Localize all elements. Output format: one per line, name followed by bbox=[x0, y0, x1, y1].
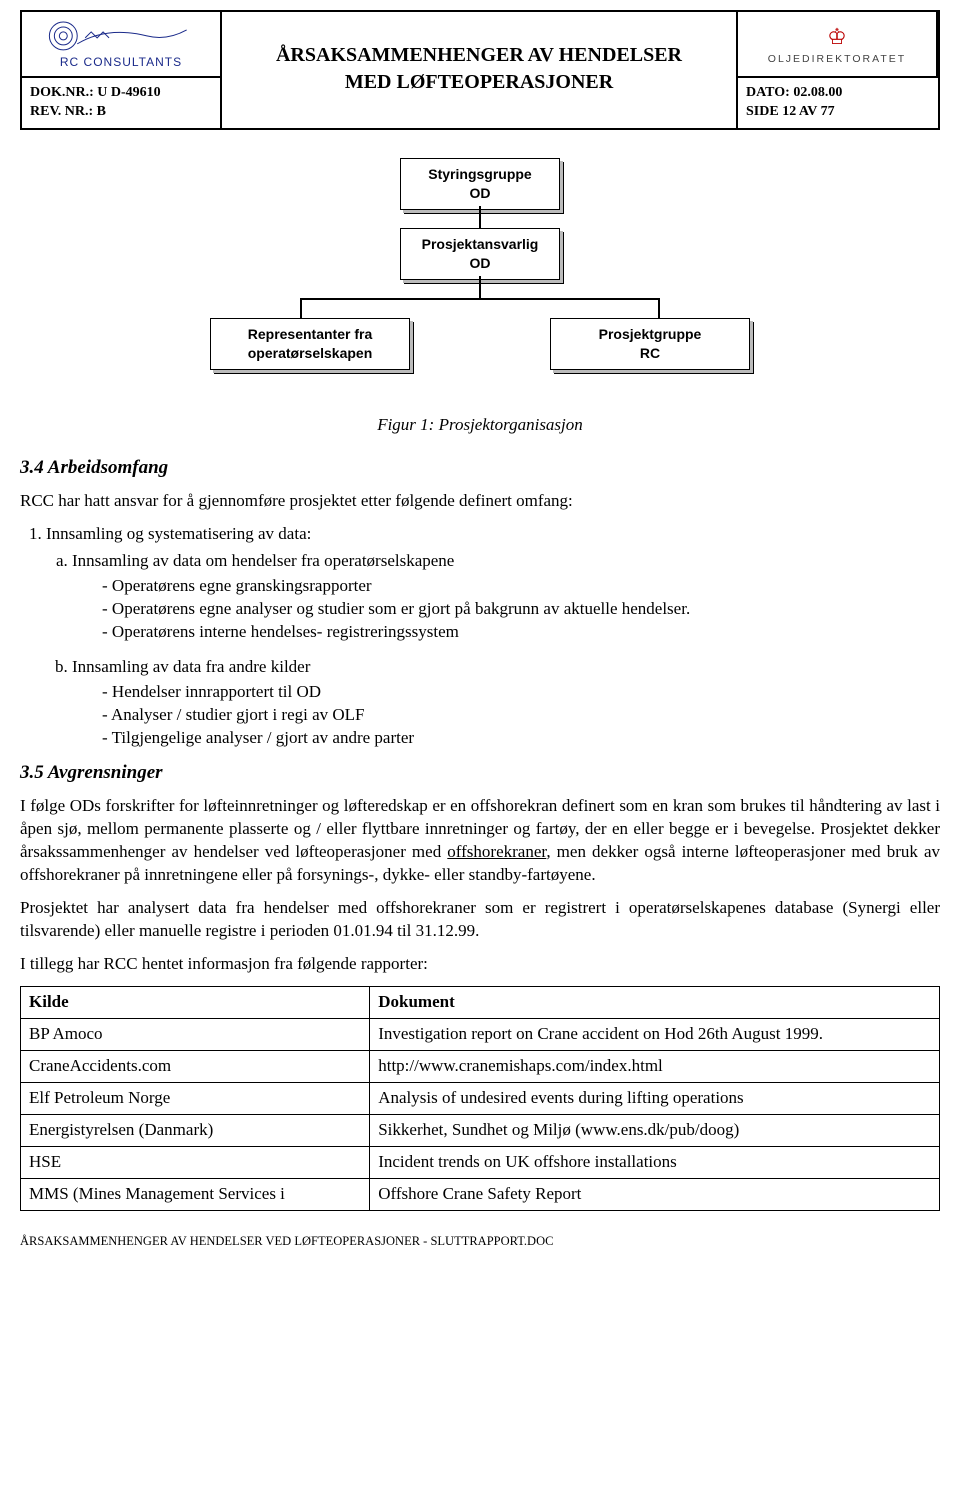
dash-item: Operatørens egne granskingsrapporter bbox=[102, 575, 940, 598]
sources-tbody: BP AmocoInvestigation report on Crane ac… bbox=[21, 1018, 940, 1210]
org-line bbox=[658, 298, 660, 318]
side-label: SIDE bbox=[746, 104, 779, 119]
org-box-mid-l2: OD bbox=[415, 254, 545, 273]
item-1a: Innsamling av data om hendelser fra oper… bbox=[72, 550, 940, 644]
org-box-top-l2: OD bbox=[415, 184, 545, 203]
revnr-value: B bbox=[97, 104, 106, 119]
th-dokument: Dokument bbox=[370, 986, 940, 1018]
dash-list-1b: Hendelser innrapportert til OD Analyser … bbox=[102, 681, 940, 750]
sources-table: Kilde Dokument BP AmocoInvestigation rep… bbox=[20, 986, 940, 1211]
dash-item: Tilgjengelige analyser / gjort av andre … bbox=[102, 727, 940, 750]
numbered-list: Innsamling og systematisering av data: I… bbox=[46, 523, 940, 749]
dato-value: 02.08.00 bbox=[793, 85, 842, 100]
crown-icon: ♔ bbox=[827, 22, 847, 52]
org-box-right-l1: Prosjektgruppe bbox=[565, 325, 735, 344]
section-3-5-p3: I tillegg har RCC hentet informasjon fra… bbox=[20, 953, 940, 976]
table-row: Energistyrelsen (Danmark)Sikkerhet, Sund… bbox=[21, 1114, 940, 1146]
od-logo-text: OLJEDIREKTORATET bbox=[768, 52, 906, 66]
header-meta-left: DOK.NR.: U D-49610 REV. NR.: B bbox=[22, 78, 222, 128]
side-value: 12 AV 77 bbox=[782, 104, 834, 119]
org-chart-caption: Figur 1: Prosjektorganisasjon bbox=[20, 414, 940, 437]
td-kilde: BP Amoco bbox=[21, 1018, 370, 1050]
list-item-1: Innsamling og systematisering av data: I… bbox=[46, 523, 940, 749]
title-line-2: MED LØFTEOPERASJONER bbox=[232, 69, 726, 96]
td-kilde: Energistyrelsen (Danmark) bbox=[21, 1114, 370, 1146]
th-kilde: Kilde bbox=[21, 986, 370, 1018]
item1b-lead: Innsamling av data fra andre kilder bbox=[72, 657, 310, 676]
item1a-lead: Innsamling av data om hendelser fra oper… bbox=[72, 551, 454, 570]
table-head-row: Kilde Dokument bbox=[21, 986, 940, 1018]
org-box-left-l1: Representanter fra bbox=[225, 325, 395, 344]
doknr-value: U D-49610 bbox=[97, 85, 160, 100]
table-row: HSEIncident trends on UK offshore instal… bbox=[21, 1146, 940, 1178]
org-box-representanter: Representanter fra operatørselskapen bbox=[210, 318, 410, 370]
org-box-left-l2: operatørselskapen bbox=[225, 344, 395, 363]
td-kilde: MMS (Mines Management Services i bbox=[21, 1178, 370, 1210]
org-line bbox=[300, 298, 660, 300]
td-dokument: Offshore Crane Safety Report bbox=[370, 1178, 940, 1210]
td-dokument: Investigation report on Crane accident o… bbox=[370, 1018, 940, 1050]
item-1b: Innsamling av data fra andre kilder Hend… bbox=[72, 656, 940, 750]
page-footer: ÅRSAKSAMMENHENGER AV HENDELSER VED LØFTE… bbox=[20, 1233, 940, 1250]
section-3-4-intro: RCC har hatt ansvar for å gjennomføre pr… bbox=[20, 490, 940, 513]
alpha-list: Innsamling av data om hendelser fra oper… bbox=[72, 550, 940, 750]
org-box-top-l1: Styringsgruppe bbox=[415, 165, 545, 184]
org-box-right-l2: RC bbox=[565, 344, 735, 363]
dash-list-1a: Operatørens egne granskingsrapporter Ope… bbox=[102, 575, 940, 644]
org-box-prosjektansvarlig: Prosjektansvarlig OD bbox=[400, 228, 560, 280]
doknr-label: DOK.NR.: bbox=[30, 85, 94, 100]
table-row: MMS (Mines Management Services iOffshore… bbox=[21, 1178, 940, 1210]
document-header: RC CONSULTANTS ÅRSAKSAMMENHENGER AV HEND… bbox=[20, 10, 940, 130]
dash-item: Operatørens egne analyser og studier som… bbox=[102, 598, 940, 621]
td-kilde: Elf Petroleum Norge bbox=[21, 1082, 370, 1114]
logo-left-cell: RC CONSULTANTS bbox=[22, 12, 222, 78]
document-title: ÅRSAKSAMMENHENGER AV HENDELSER MED LØFTE… bbox=[222, 12, 738, 128]
rc-logo: RC CONSULTANTS bbox=[41, 18, 201, 70]
od-logo: ♔ OLJEDIREKTORATET bbox=[757, 18, 917, 70]
table-row: Elf Petroleum NorgeAnalysis of undesired… bbox=[21, 1082, 940, 1114]
td-dokument: Incident trends on UK offshore installat… bbox=[370, 1146, 940, 1178]
section-3-5-p1: I følge ODs forskrifter for løfteinnretn… bbox=[20, 795, 940, 887]
org-box-prosjektgruppe: Prosjektgruppe RC bbox=[550, 318, 750, 370]
table-row: CraneAccidents.comhttp://www.cranemishap… bbox=[21, 1050, 940, 1082]
dash-item: Analyser / studier gjort i regi av OLF bbox=[102, 704, 940, 727]
p1-underlined: offshorekraner bbox=[447, 842, 546, 861]
org-chart: Styringsgruppe OD Prosjektansvarlig OD R… bbox=[20, 158, 940, 398]
org-box-styringsgruppe: Styringsgruppe OD bbox=[400, 158, 560, 210]
td-dokument: Analysis of undesired events during lift… bbox=[370, 1082, 940, 1114]
dash-item: Hendelser innrapportert til OD bbox=[102, 681, 940, 704]
org-line bbox=[479, 206, 481, 228]
org-line bbox=[300, 298, 302, 318]
section-3-4-heading: 3.4 Arbeidsomfang bbox=[20, 455, 940, 481]
dash-item: Operatørens interne hendelses- registrer… bbox=[102, 621, 940, 644]
rc-logo-text: RC CONSULTANTS bbox=[60, 54, 182, 70]
dato-label: DATO: bbox=[746, 85, 790, 100]
td-dokument: http://www.cranemishaps.com/index.html bbox=[370, 1050, 940, 1082]
org-box-mid-l1: Prosjektansvarlig bbox=[415, 235, 545, 254]
table-row: BP AmocoInvestigation report on Crane ac… bbox=[21, 1018, 940, 1050]
org-line bbox=[479, 276, 481, 298]
header-meta-right: DATO: 02.08.00 SIDE 12 AV 77 bbox=[738, 78, 938, 128]
section-3-5-heading: 3.5 Avgrensninger bbox=[20, 760, 940, 786]
rc-logo-graphic-icon bbox=[41, 18, 201, 54]
item1-lead: Innsamling og systematisering av data: bbox=[46, 524, 311, 543]
revnr-label: REV. NR.: bbox=[30, 104, 93, 119]
title-line-1: ÅRSAKSAMMENHENGER AV HENDELSER bbox=[232, 42, 726, 69]
section-3-5-p2: Prosjektet har analysert data fra hendel… bbox=[20, 897, 940, 943]
td-kilde: HSE bbox=[21, 1146, 370, 1178]
td-kilde: CraneAccidents.com bbox=[21, 1050, 370, 1082]
td-dokument: Sikkerhet, Sundhet og Miljø (www.ens.dk/… bbox=[370, 1114, 940, 1146]
logo-right-cell: ♔ OLJEDIREKTORATET bbox=[738, 12, 938, 78]
